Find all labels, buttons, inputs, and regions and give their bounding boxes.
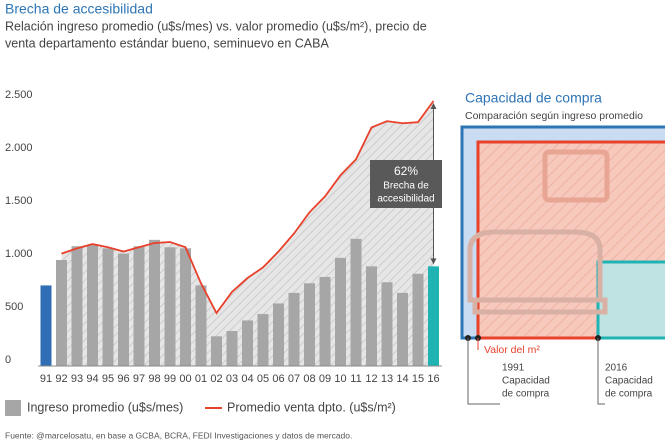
side-panel: Capacidad de compra Comparación según in… [460,90,665,405]
x-tick-label: 95 [102,373,114,385]
bar [397,292,408,366]
x-tick-label: 08 [303,373,315,385]
annotation-value: 62% [394,164,418,178]
label-1991: de compra [502,389,550,400]
leader [467,338,500,405]
box-2016 [596,260,665,340]
bar [195,285,207,366]
x-tick-label: 96 [117,373,129,385]
x-tick-label: 10 [334,373,346,385]
x-tick-label: 97 [133,373,145,385]
bar [381,282,393,366]
x-tick-label: 99 [164,373,176,385]
label-2016: de compra [605,389,653,400]
icon-frame [542,149,610,203]
x-tick-label: 98 [148,373,160,385]
bar [319,276,331,366]
bar [164,247,176,366]
x-tick-label: 16 [427,373,439,385]
bar [335,257,346,366]
m2-label: Valor del m² [484,344,540,356]
y-tick-label: 0 [5,354,11,366]
x-tick-label: 03 [226,373,238,385]
annotation-text: Brecha de [383,181,429,192]
bar [180,248,191,366]
bar [288,292,300,366]
x-tick-label: 02 [210,373,222,385]
y-tick-label: 1.000 [5,248,33,260]
source: Fuente: @marcelosatu, en base a GCBA, BC… [5,430,352,440]
subtitle: Relación ingreso promedio (u$s/mes) vs. … [5,19,427,33]
bar [273,303,284,366]
legend-label: Ingreso promedio (u$s/mes) [27,400,183,414]
bar [71,246,83,366]
title: Brecha de accesibilidad [5,1,153,17]
bar [133,246,145,366]
y-tick-label: 2.500 [5,89,33,101]
bar [118,253,129,366]
line [61,100,435,315]
bar [257,314,269,366]
annotation-box [370,160,442,208]
panel-title: Capacidad de compra [465,90,602,106]
leader [597,338,605,405]
annotation-text: accesibilidad [377,194,434,205]
x-tick-label: 12 [365,373,377,385]
bar [412,273,424,366]
y-tick-label: 2.000 [5,142,33,154]
label-2016: 2016 [605,363,628,374]
bar [304,283,315,366]
bar [102,248,114,366]
bar [242,320,253,366]
bar [149,239,160,366]
x-tick-label: 09 [319,373,331,385]
bar [40,285,52,366]
x-tick-label: 94 [86,373,98,385]
label-1991: 1991 [502,363,525,374]
bar [366,266,377,366]
x-tick-label: 92 [55,373,67,385]
x-tick-label: 06 [272,373,284,385]
legend-swatch [5,400,21,416]
legend-label: Promedio venta dpto. (u$s/m²) [227,400,396,414]
x-tick-label: 15 [412,373,424,385]
x-tick-label: 07 [288,373,300,385]
panel-subtitle: Comparación según ingreso promedio [465,110,643,122]
x-tick-label: 05 [257,373,269,385]
label-1991: Capacidad [502,376,550,387]
y-tick-label: 500 [5,301,23,313]
subtitle: venta departamento estándar bueno, semin… [5,36,329,50]
x-tick-label: 04 [241,373,253,385]
bar [211,336,222,366]
x-tick-label: 91 [40,373,52,385]
x-tick-label: 00 [179,373,191,385]
bar [428,266,439,366]
bar [56,260,67,366]
bar [350,238,362,366]
x-tick-label: 93 [71,373,83,385]
bar [226,331,238,366]
x-tick-label: 13 [381,373,393,385]
label-2016: Capacidad [605,376,653,387]
icon-sofa [467,229,608,315]
x-tick-label: 14 [396,373,408,385]
y-tick-label: 1.500 [5,195,33,207]
bar [87,245,98,366]
x-tick-label: 01 [195,373,207,385]
x-tick-label: 11 [350,373,361,385]
